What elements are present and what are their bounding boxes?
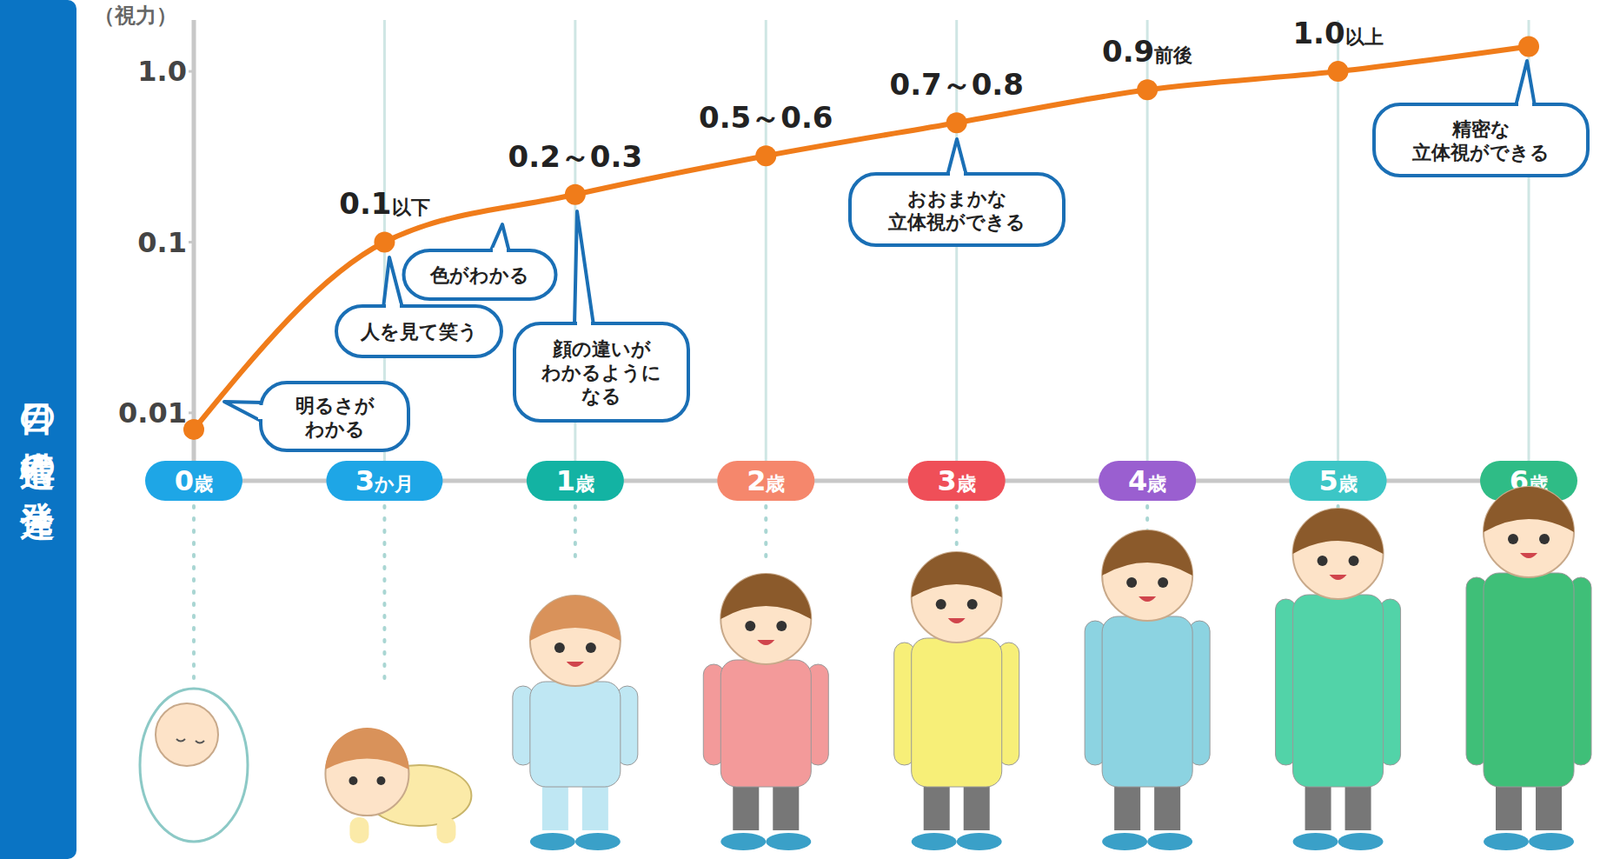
svg-text:0.1: 0.1: [137, 225, 187, 259]
svg-text:1歳: 1歳: [556, 464, 595, 498]
html-text:（視力）: （視力）: [93, 3, 178, 28]
svg-text:わかる: わかる: [304, 418, 366, 440]
svg-text:0.2～0.3: 0.2～0.3: [508, 139, 643, 174]
svg-text:人を見て笑う: 人を見て笑う: [359, 320, 479, 343]
svg-text:おおまかな: おおまかな: [907, 187, 1008, 210]
svg-text:0歳: 0歳: [174, 464, 213, 498]
svg-text:わかるように: わかるように: [540, 361, 662, 384]
svg-text:顔の違いが: 顔の違いが: [551, 338, 651, 360]
svg-text:0.01: 0.01: [118, 396, 187, 430]
svg-text:3か月: 3か月: [355, 464, 414, 498]
svg-text:立体視ができる: 立体視ができる: [887, 211, 1026, 233]
svg-text:明るさが: 明るさが: [295, 394, 375, 417]
svg-text:立体視ができる: 立体視ができる: [1411, 141, 1550, 164]
svg-text:1.0以上: 1.0以上: [1292, 15, 1383, 51]
svg-text:5歳: 5歳: [1318, 464, 1357, 498]
html-text:目の構造の発達: 目の構造の発達: [17, 377, 58, 482]
svg-text:2歳: 2歳: [746, 464, 785, 498]
svg-text:0.1以下: 0.1以下: [338, 185, 430, 221]
svg-text:6歳: 6歳: [1509, 464, 1548, 498]
svg-text:3歳: 3歳: [937, 464, 976, 498]
svg-text:色がわかる: 色がわかる: [429, 264, 530, 286]
svg-text:なる: なる: [581, 385, 622, 407]
svg-text:0.7～0.8: 0.7～0.8: [889, 66, 1023, 102]
svg-text:0.9前後: 0.9前後: [1102, 33, 1193, 69]
svg-text:精密な: 精密な: [1451, 118, 1511, 140]
svg-text:1.0: 1.0: [137, 54, 187, 88]
svg-text:4歳: 4歳: [1128, 464, 1167, 498]
svg-text:0.5～0.6: 0.5～0.6: [698, 99, 833, 135]
